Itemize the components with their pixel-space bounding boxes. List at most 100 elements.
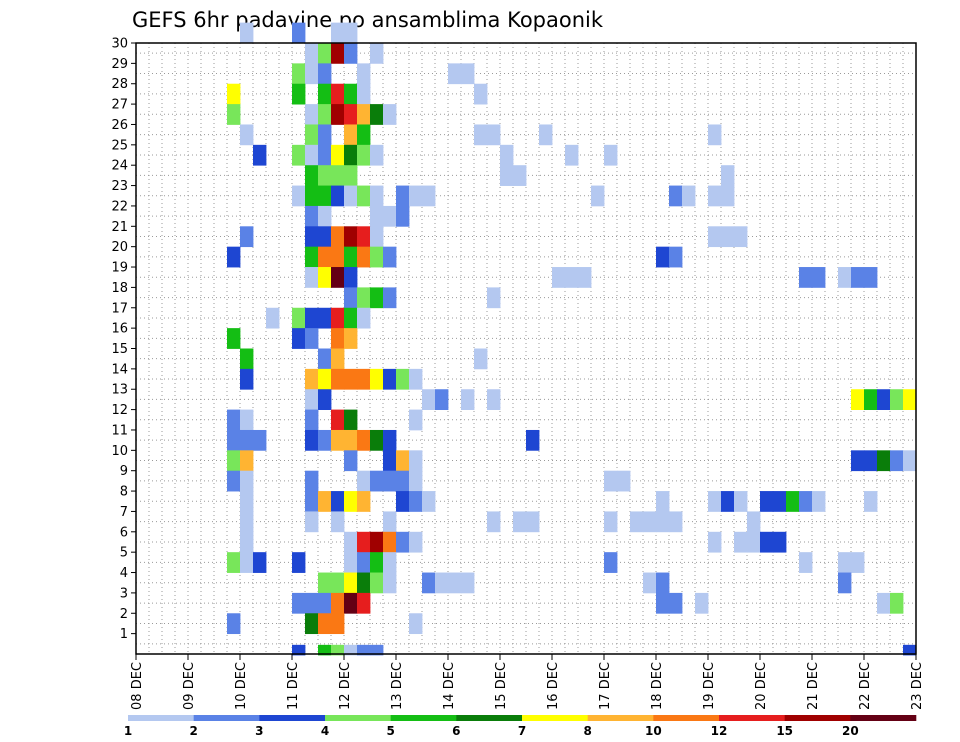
- data-cell: [513, 511, 527, 533]
- data-cell: [331, 368, 345, 390]
- colorbar-swatch: [325, 715, 391, 721]
- data-cell: [305, 328, 319, 349]
- data-cell: [305, 205, 319, 227]
- data-cell: [305, 592, 319, 614]
- y-tick-label: 2: [120, 607, 128, 622]
- data-cell: [747, 531, 761, 553]
- data-cell: [708, 531, 722, 553]
- data-cell: [409, 613, 423, 635]
- data-cell: [396, 470, 410, 492]
- data-cell: [721, 185, 735, 207]
- data-cell: [344, 409, 358, 431]
- data-cell: [903, 450, 917, 472]
- data-cell: [422, 491, 436, 512]
- data-cell: [344, 328, 358, 349]
- colorbar-swatch: [784, 715, 851, 721]
- data-cell: [747, 511, 761, 533]
- data-cell: [864, 267, 878, 288]
- data-cell: [331, 144, 345, 166]
- data-cell: [331, 83, 345, 105]
- data-cell: [396, 531, 410, 553]
- data-cell: [357, 124, 371, 146]
- data-cell: [422, 572, 436, 594]
- data-cell: [305, 389, 319, 410]
- colorbar-label: 5: [386, 724, 394, 738]
- data-cell: [305, 470, 319, 492]
- data-cell: [305, 368, 319, 390]
- data-cell: [500, 165, 514, 186]
- data-cell: [240, 511, 254, 533]
- data-cell: [240, 348, 254, 370]
- data-cell: [318, 185, 332, 207]
- data-cell: [409, 491, 423, 512]
- data-cell: [383, 368, 397, 390]
- data-cell: [851, 450, 865, 472]
- data-cell: [318, 491, 332, 512]
- data-cell: [383, 205, 397, 227]
- colorbar-label: 1: [124, 724, 132, 738]
- data-cell: [318, 63, 332, 85]
- data-cell: [422, 389, 436, 410]
- data-cell: [669, 592, 683, 614]
- data-cell: [773, 531, 787, 553]
- data-cell: [331, 22, 345, 44]
- data-cell: [708, 491, 722, 512]
- data-cell: [487, 124, 501, 146]
- data-cell: [448, 63, 462, 85]
- y-tick-label: 26: [111, 118, 128, 133]
- data-cell: [409, 450, 423, 472]
- data-cell: [227, 409, 241, 431]
- data-cell: [656, 511, 670, 533]
- data-cell: [903, 389, 917, 410]
- data-cell: [370, 572, 384, 594]
- data-cell: [526, 429, 540, 451]
- data-cell: [266, 307, 280, 329]
- data-cell: [409, 470, 423, 492]
- data-cell: [227, 104, 241, 125]
- data-cell: [344, 450, 358, 472]
- data-cell: [344, 531, 358, 553]
- y-tick-label: 16: [111, 322, 128, 337]
- y-tick-label: 11: [111, 423, 128, 438]
- data-cell: [292, 144, 306, 166]
- colorbar-label: 15: [776, 724, 793, 738]
- data-cell: [331, 644, 345, 656]
- data-cell: [344, 83, 358, 105]
- y-tick-label: 1: [120, 627, 128, 642]
- data-cell: [227, 613, 241, 635]
- data-cell: [227, 83, 241, 105]
- data-cell: [487, 511, 501, 533]
- data-cell: [318, 644, 332, 656]
- data-cell: [344, 226, 358, 248]
- x-tick-label: 18 DEC: [650, 662, 665, 710]
- data-cell: [604, 470, 618, 492]
- data-cell: [383, 246, 397, 268]
- y-tick-label: 27: [111, 98, 128, 113]
- data-cell: [773, 491, 787, 512]
- x-tick-label: 13 DEC: [390, 662, 405, 710]
- y-tick-label: 18: [111, 281, 128, 296]
- data-cell: [383, 287, 397, 309]
- data-cell: [734, 491, 748, 512]
- data-cell: [669, 511, 683, 533]
- y-tick-label: 8: [120, 485, 128, 500]
- data-cell: [227, 246, 241, 268]
- data-cell: [630, 511, 644, 533]
- data-cell: [721, 491, 735, 512]
- data-cell: [292, 328, 306, 349]
- data-cell: [344, 368, 358, 390]
- data-cell: [344, 644, 358, 656]
- data-cell: [344, 592, 358, 614]
- data-cell: [734, 226, 748, 248]
- data-cell: [344, 287, 358, 309]
- data-cell: [292, 552, 306, 573]
- data-cell: [305, 491, 319, 512]
- y-axis: 1234567891011121314151617181920212223242…: [111, 37, 136, 642]
- x-tick-label: 19 DEC: [702, 662, 717, 710]
- colorbar-label: 20: [842, 724, 859, 738]
- data-cell: [253, 552, 267, 573]
- colorbar-label: 3: [255, 724, 263, 738]
- data-cell: [331, 165, 345, 186]
- data-cell: [331, 185, 345, 207]
- data-cell: [331, 246, 345, 268]
